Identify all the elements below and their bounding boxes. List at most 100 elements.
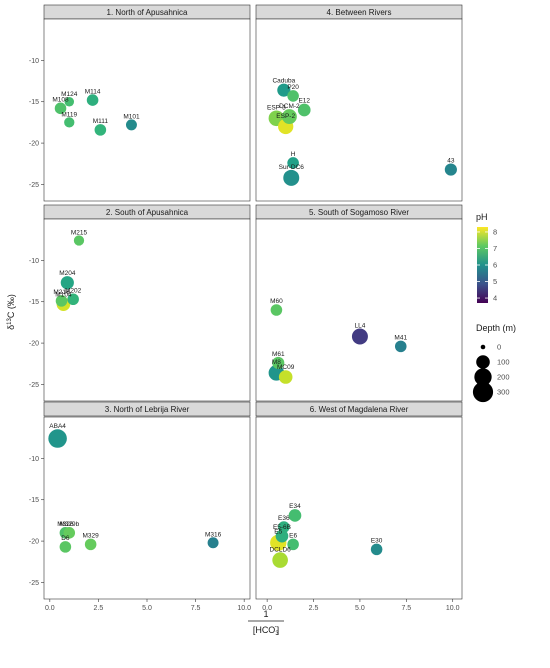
panel-border bbox=[43, 416, 251, 600]
point-label: E5 bbox=[274, 529, 282, 536]
point-label: E6 bbox=[289, 533, 297, 540]
point-label: M61 bbox=[272, 351, 285, 358]
x-tick-label: 0.0 bbox=[45, 605, 55, 612]
point-label: 43 bbox=[447, 157, 455, 164]
x-tick-label: 10.0 bbox=[237, 605, 251, 612]
point-label: ESP-2 bbox=[276, 113, 295, 120]
point-label: M329b bbox=[59, 521, 79, 528]
point-label: M8 bbox=[272, 359, 281, 366]
point-label: Caduba bbox=[272, 78, 295, 85]
point-label: M41 bbox=[394, 335, 407, 342]
facet-title: 5. South of Sogamoso River bbox=[309, 208, 409, 217]
x-tick-label: 7.5 bbox=[191, 605, 201, 612]
data-point bbox=[275, 529, 289, 543]
y-axis-title-rest: C (‰) bbox=[6, 294, 16, 318]
y-axis-title: δ13C (‰) bbox=[6, 294, 16, 330]
data-point bbox=[59, 541, 72, 553]
point-label: MC09 bbox=[277, 364, 295, 371]
point-label: M326 bbox=[57, 521, 74, 528]
y-tick-label: -10 bbox=[29, 456, 39, 463]
point-label: M101 bbox=[123, 113, 140, 120]
data-point bbox=[60, 276, 74, 290]
data-point bbox=[48, 429, 67, 448]
x-tick-label: 5.0 bbox=[355, 605, 365, 612]
facet-panels: 1. North of Apusahnica-10-15-20-25M124M1… bbox=[29, 4, 463, 612]
point-label: E12 bbox=[298, 98, 310, 105]
x-tick-label: 10.0 bbox=[446, 605, 460, 612]
data-point bbox=[207, 537, 219, 549]
data-point bbox=[287, 90, 299, 102]
y-tick-label: -20 bbox=[29, 539, 39, 546]
facet-panel: 3. North of Lebrija River -10 -15 -20 -25 0.0… bbox=[29, 401, 251, 612]
point-label: M104 bbox=[55, 291, 72, 298]
x-axis-title-denominator: [HCO3-] bbox=[253, 624, 280, 637]
point-label: M216 bbox=[53, 289, 70, 296]
point-label: M111 bbox=[93, 118, 109, 125]
facet-panel: 6. West of Magdalena River 0.0 2.5 5.0 7.5 10… bbox=[255, 401, 463, 612]
point-label: P20 bbox=[287, 84, 299, 91]
point-label: M204 bbox=[59, 270, 76, 277]
data-point bbox=[54, 102, 67, 115]
data-point bbox=[287, 157, 299, 169]
legend-depth-key bbox=[476, 355, 490, 369]
y-tick-label: -25 bbox=[29, 382, 39, 389]
panel-border bbox=[43, 18, 251, 202]
point-label: M119 bbox=[61, 111, 77, 118]
y-tick-label: -10 bbox=[29, 58, 39, 65]
data-point bbox=[297, 103, 311, 117]
x-tick-label: 0.0 bbox=[262, 605, 272, 612]
point-label: M114 bbox=[85, 88, 101, 95]
x-axis-title-sub: 3 bbox=[275, 631, 279, 637]
data-point bbox=[73, 235, 85, 246]
point-label: H bbox=[291, 151, 296, 158]
point-label: D6 bbox=[61, 535, 70, 542]
y-tick-label: -15 bbox=[29, 299, 39, 306]
point-label: E5-6B bbox=[273, 524, 291, 531]
data-point bbox=[444, 163, 457, 176]
data-point bbox=[370, 543, 383, 556]
x-axis-title-close: ] bbox=[277, 625, 280, 635]
y-axis-title-sup: 13 bbox=[7, 317, 13, 324]
facet-panel: 5. South of Sogamoso River M60 LL4 M41 M61M8… bbox=[255, 204, 463, 402]
data-point bbox=[86, 94, 99, 106]
legend-ph-tick-label: 5 bbox=[493, 277, 497, 286]
facet-panel: 2. South of Apusahnica -10 -15 -20 -25 M215 M2… bbox=[29, 204, 251, 402]
facet-strip bbox=[255, 401, 463, 417]
x-tick-label: 2.5 bbox=[94, 605, 104, 612]
point-label: DCLD6 bbox=[269, 546, 291, 553]
point-label: DCM-2 bbox=[279, 103, 300, 110]
data-point bbox=[67, 293, 79, 306]
y-axis-title-delta: δ bbox=[6, 325, 16, 330]
data-point bbox=[125, 119, 137, 131]
legend-depth-label: 100 bbox=[497, 358, 510, 367]
legend-ph-tick-label: 7 bbox=[493, 244, 497, 253]
data-point bbox=[63, 527, 76, 539]
facet-title: 6. West of Magdalena River bbox=[310, 405, 409, 414]
panel-border bbox=[255, 416, 463, 600]
legend-ph-title: pH bbox=[476, 212, 488, 222]
data-point bbox=[270, 304, 283, 316]
point-label: ESP-3 bbox=[267, 104, 286, 111]
legend-depth-title: Depth (m) bbox=[476, 323, 516, 333]
data-point bbox=[272, 356, 285, 370]
panel-border bbox=[43, 218, 251, 402]
data-point bbox=[283, 169, 300, 186]
legend: pH 8 7 6 5 4 Depth (m) 0 100 200 300 bbox=[472, 212, 516, 403]
panel-border bbox=[255, 218, 463, 402]
y-tick-label: -25 bbox=[29, 580, 39, 587]
legend-depth-keys: 0 100 200 300 bbox=[472, 343, 510, 403]
data-point bbox=[278, 370, 293, 384]
x-axis-title-sup: - bbox=[275, 624, 277, 630]
point-label: M329 bbox=[83, 533, 100, 540]
data-point bbox=[277, 83, 291, 97]
x-tick-label: 5.0 bbox=[142, 605, 152, 612]
data-point bbox=[94, 124, 107, 136]
point-label: M124 bbox=[61, 91, 78, 98]
facet-title: 3. North of Lebrija River bbox=[105, 405, 190, 414]
point-label: E30 bbox=[371, 538, 383, 545]
data-point bbox=[287, 538, 299, 551]
y-tick-label: -20 bbox=[29, 141, 39, 148]
facet-title: 4. Between Rivers bbox=[327, 8, 392, 17]
legend-ph-colorbar bbox=[477, 227, 488, 303]
